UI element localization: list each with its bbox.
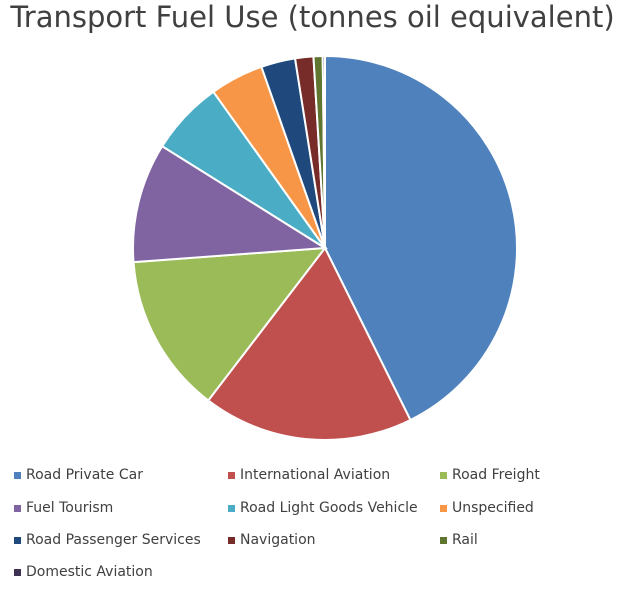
legend-item-road-passenger-services: Road Passenger Services xyxy=(14,531,201,549)
legend-swatch xyxy=(14,536,21,544)
pie-slice-international-aviation xyxy=(206,246,412,441)
pie-slices xyxy=(132,54,518,441)
legend-swatch xyxy=(14,568,21,576)
legend-swatch xyxy=(228,504,235,512)
legend-label: Unspecified xyxy=(452,500,534,516)
legend-label: Rail xyxy=(452,532,478,548)
legend-swatch xyxy=(228,471,235,479)
pie-slice-fuel-tourism xyxy=(132,144,329,264)
legend-item-unspecified: Unspecified xyxy=(440,499,534,517)
chart-title: Transport Fuel Use (tonnes oil equivalen… xyxy=(10,0,615,34)
legend-label: Road Freight xyxy=(452,467,540,483)
legend-swatch xyxy=(440,536,447,544)
legend-label: International Aviation xyxy=(240,467,391,483)
legend-label: Road Passenger Services xyxy=(26,532,201,548)
legend-label: Domestic Aviation xyxy=(26,564,153,580)
legend-item-road-freight: Road Freight xyxy=(440,466,540,484)
legend-label: Fuel Tourism xyxy=(26,500,114,516)
legend-label: Navigation xyxy=(240,532,316,548)
legend-swatch xyxy=(440,471,447,479)
legend-item-domestic-aviation: Domestic Aviation xyxy=(14,563,153,581)
legend-item-rail: Rail xyxy=(440,531,478,549)
legend-swatch xyxy=(14,504,21,512)
pie-slice-domestic-aviation xyxy=(321,54,326,249)
legend-item-road-light-goods-vehicle: Road Light Goods Vehicle xyxy=(228,499,418,517)
pie-slice-road-private-car xyxy=(324,54,518,422)
legend-item-fuel-tourism: Fuel Tourism xyxy=(14,499,113,517)
legend-label: Road Light Goods Vehicle xyxy=(240,500,418,516)
legend-label: Road Private Car xyxy=(26,467,143,483)
legend-item-international-aviation: International Aviation xyxy=(228,466,390,484)
pie-slice-road-freight xyxy=(132,246,328,402)
legend-swatch xyxy=(228,536,235,544)
legend-item-road-private-car: Road Private Car xyxy=(14,466,143,484)
legend-swatch xyxy=(440,504,447,512)
legend-item-navigation: Navigation xyxy=(228,531,316,549)
legend-swatch xyxy=(14,471,21,479)
